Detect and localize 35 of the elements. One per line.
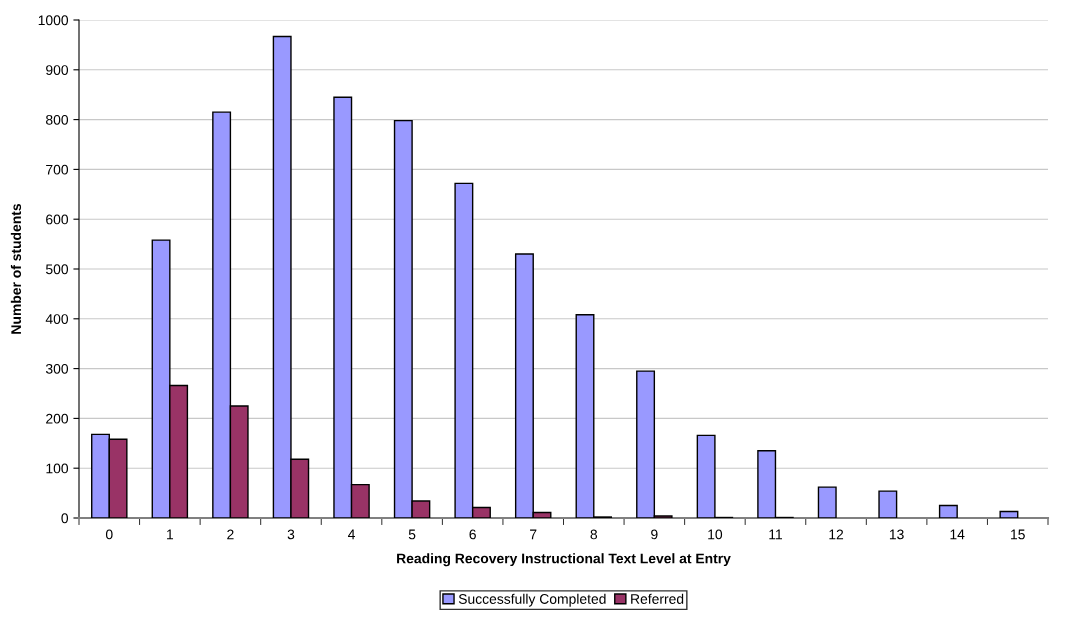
x-tick-label: 11 — [769, 529, 782, 540]
x-tick-label: 14 — [950, 529, 965, 540]
x-tick-label: 4 — [347, 529, 355, 540]
x-tick-label: 12 — [829, 529, 844, 540]
y-tick-label: 200 — [46, 413, 69, 424]
x-tick-label: 9 — [651, 529, 658, 540]
legend-label: Successfully Completed — [458, 593, 606, 607]
y-tick-label: 700 — [46, 164, 69, 175]
bar — [878, 490, 898, 518]
y-tick-label: 300 — [45, 363, 69, 374]
x-tick-label: 5 — [408, 529, 416, 540]
x-tick-label: 7 — [530, 529, 537, 540]
x-tick-label: 6 — [469, 529, 476, 540]
y-tick-label: 1000 — [38, 15, 69, 26]
y-tick-label: 500 — [45, 264, 69, 275]
x-tick-label: 2 — [227, 529, 234, 540]
y-tick-label: 800 — [46, 114, 69, 125]
bar — [938, 504, 958, 518]
y-tick-label: 900 — [46, 65, 69, 75]
y-tick-label: 100 — [46, 463, 69, 474]
x-tick-label: 1 — [167, 529, 174, 540]
x-tick-label: 10 — [708, 529, 723, 540]
x-tick-label: 3 — [287, 529, 295, 540]
y-tick-label: 600 — [46, 214, 69, 225]
y-tick-label: 0 — [61, 513, 69, 524]
legend-label: Referred — [631, 593, 684, 604]
x-tick-label: 13 — [889, 529, 904, 540]
y-tick-label: 400 — [45, 314, 69, 324]
x-tick-label: 0 — [105, 529, 113, 540]
bar — [817, 486, 837, 518]
x-tick-label: 8 — [590, 529, 598, 540]
bar — [999, 510, 1019, 518]
x-axis-title: Reading Recovery Instructional Text Level at Entry — [397, 553, 731, 567]
x-tick-label: 15 — [1011, 529, 1025, 540]
y-axis-title: Number of students — [10, 203, 22, 334]
